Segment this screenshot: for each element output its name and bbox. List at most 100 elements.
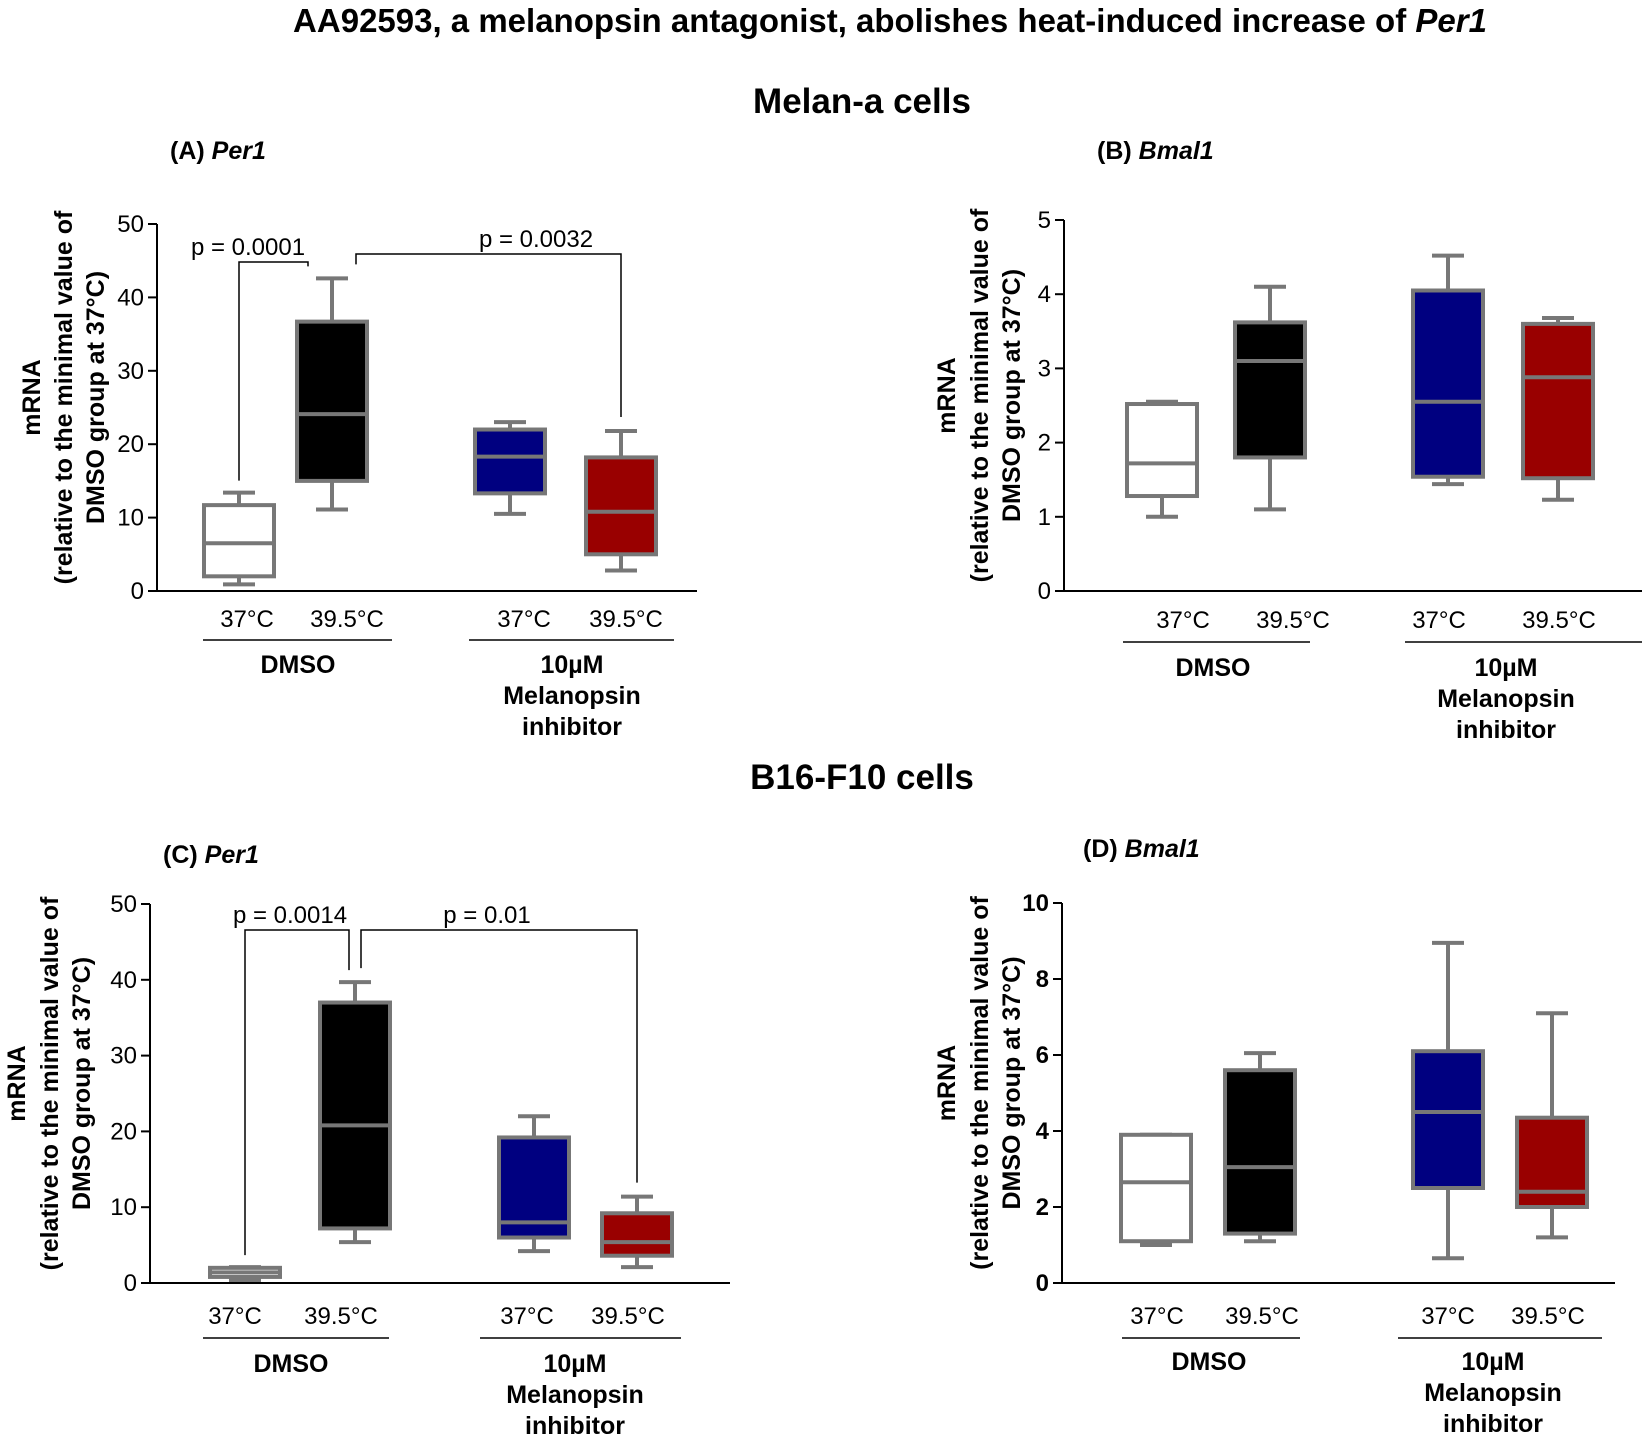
group-label-dmso: DMSO xyxy=(1172,1348,1247,1376)
box-3 xyxy=(1411,253,1485,487)
y-tick-label: 4 xyxy=(1036,1118,1050,1145)
y-axis-label-line: (relative to the minimal value of xyxy=(966,895,994,1269)
box-2 xyxy=(1233,284,1307,512)
y-tick-label: 40 xyxy=(117,284,144,311)
panel-letter: (A) xyxy=(170,137,212,165)
box-4 xyxy=(1521,315,1595,502)
significance-bracket xyxy=(360,929,638,1183)
y-tick-label: 5 xyxy=(1038,207,1051,234)
section-title-melan-a: Melan-a cells xyxy=(753,82,971,121)
x-tick-label: 37°C xyxy=(220,606,274,633)
x-tick-label: 39.5°C xyxy=(1511,1303,1585,1330)
y-tick-label: 10 xyxy=(110,1194,137,1221)
p-value-label: p = 0.0001 xyxy=(191,234,305,261)
box-3 xyxy=(1411,940,1485,1261)
panel-letter: (B) xyxy=(1097,137,1139,165)
box-4 xyxy=(584,428,658,573)
y-axis-label-line: DMSO group at 37°C) xyxy=(998,269,1026,522)
y-tick-label: 3 xyxy=(1038,355,1051,382)
panel-gene: Per1 xyxy=(205,841,259,869)
box-3 xyxy=(473,420,547,516)
y-tick-label: 10 xyxy=(1022,890,1049,917)
y-tick-label: 2 xyxy=(1036,1194,1049,1221)
group-label-inhibitor: inhibitor xyxy=(1443,1410,1543,1438)
panel-gene: Bmal1 xyxy=(1125,835,1200,863)
group-label-inhibitor: Melanopsin xyxy=(1437,685,1575,713)
panel-label: (B) Bmal1 xyxy=(1097,137,1214,165)
box-2 xyxy=(295,276,369,512)
y-tick-label: 30 xyxy=(110,1043,137,1070)
panel-c: (C) Per1 mRNA (relative to the minimal val… xyxy=(3,841,730,1439)
panel-gene: Bmal1 xyxy=(1139,137,1214,165)
y-tick-label: 0 xyxy=(1038,578,1051,605)
significance-bracket xyxy=(244,929,350,1256)
box-iqr xyxy=(1411,288,1485,479)
x-tick-label: 39.5°C xyxy=(310,606,384,633)
box-iqr xyxy=(473,427,547,496)
y-axis-label-line: (relative to the minimal value of xyxy=(36,896,64,1270)
box-iqr xyxy=(1119,1132,1193,1244)
panel-gene: Per1 xyxy=(212,137,266,165)
y-tick-label: 0 xyxy=(131,578,144,605)
panel-letter: (C) xyxy=(163,841,205,869)
y-tick-label: 4 xyxy=(1038,281,1051,308)
box-1 xyxy=(208,1265,282,1282)
group-label-inhibitor: inhibitor xyxy=(525,1412,625,1439)
panel-letter: (D) xyxy=(1083,835,1125,863)
y-tick-label: 1 xyxy=(1038,504,1051,531)
y-tick-label: 8 xyxy=(1036,966,1049,993)
x-tick-label: 39.5°C xyxy=(304,1303,378,1330)
group-label-inhibitor: 10µM xyxy=(540,651,603,679)
box-4 xyxy=(600,1194,674,1270)
box-4 xyxy=(1515,1011,1589,1240)
y-tick-label: 0 xyxy=(124,1270,137,1297)
y-axis-label-line: mRNA xyxy=(3,1045,31,1121)
y-axis-label-line: mRNA xyxy=(933,1045,961,1121)
box-iqr xyxy=(202,503,276,579)
y-axis-label-line: DMSO group at 37°C) xyxy=(68,957,96,1210)
x-tick-label: 37°C xyxy=(1412,607,1466,634)
panel-label: (A) Per1 xyxy=(170,137,266,165)
group-label-inhibitor: 10µM xyxy=(1474,654,1537,682)
box-iqr xyxy=(295,319,369,483)
box-iqr xyxy=(1125,402,1199,499)
group-label-inhibitor: Melanopsin xyxy=(1424,1379,1562,1407)
y-tick-label: 20 xyxy=(117,431,144,458)
y-tick-label: 6 xyxy=(1036,1042,1049,1069)
group-label-inhibitor: inhibitor xyxy=(1456,716,1556,744)
box-iqr xyxy=(1521,321,1595,481)
y-tick-label: 50 xyxy=(117,211,144,238)
p-value-label: p = 0.01 xyxy=(443,902,530,929)
panel-label: (D) Bmal1 xyxy=(1083,835,1200,863)
y-tick-label: 50 xyxy=(110,891,137,918)
box-1 xyxy=(1125,399,1199,519)
box-1 xyxy=(1119,1132,1193,1247)
panel-a: (A) Per1 mRNA (relative to the minimal val… xyxy=(18,137,697,741)
x-tick-label: 37°C xyxy=(497,606,551,633)
box-2 xyxy=(318,980,392,1245)
box-3 xyxy=(497,1114,571,1254)
box-1 xyxy=(202,490,276,587)
group-label-inhibitor: inhibitor xyxy=(522,713,622,741)
figure-title-gene: Per1 xyxy=(1415,2,1487,39)
y-axis-label-line: (relative to the minimal value of xyxy=(50,210,78,584)
panel-d: (D) Bmal1 mRNA (relative to the minimal va… xyxy=(933,835,1615,1438)
y-tick-label: 30 xyxy=(117,358,144,385)
p-value-label: p = 0.0032 xyxy=(479,226,593,253)
p-value-label: p = 0.0014 xyxy=(233,902,347,929)
box-iqr xyxy=(1223,1068,1297,1236)
y-axis-label-line: DMSO group at 37°C) xyxy=(998,956,1026,1209)
x-tick-label: 37°C xyxy=(1156,607,1210,634)
p-value-bg xyxy=(476,224,596,252)
y-axis-label-line: mRNA xyxy=(18,359,46,435)
y-axis-label-line: mRNA xyxy=(933,357,961,433)
panel-label: (C) Per1 xyxy=(163,841,259,869)
y-tick-label: 10 xyxy=(117,505,144,532)
panel-b: (B) Bmal1 mRNA (relative to the minimal va… xyxy=(933,137,1642,744)
group-label-inhibitor: Melanopsin xyxy=(503,682,641,710)
y-axis-label-line: DMSO group at 37°C) xyxy=(82,271,110,524)
box-iqr xyxy=(584,455,658,557)
y-tick-label: 40 xyxy=(110,967,137,994)
group-label-dmso: DMSO xyxy=(254,1350,329,1378)
